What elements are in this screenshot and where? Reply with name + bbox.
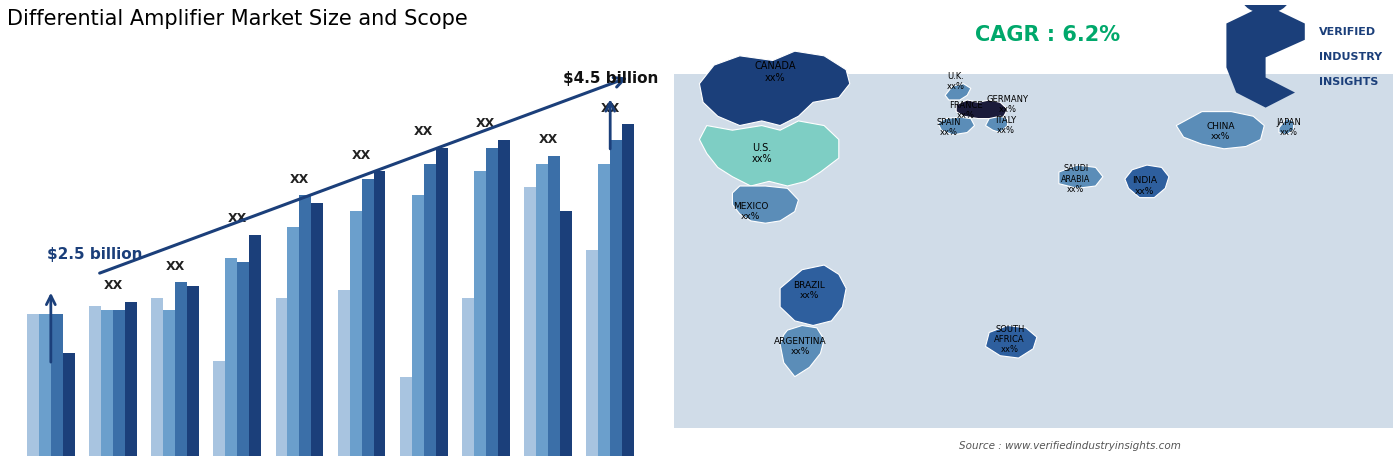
Bar <box>113 310 125 456</box>
Bar <box>188 286 199 456</box>
Text: BRAZIL
xx%: BRAZIL xx% <box>794 281 826 300</box>
Bar <box>598 164 610 456</box>
Text: XX: XX <box>476 117 496 130</box>
Text: XX: XX <box>290 173 309 186</box>
Polygon shape <box>732 186 798 223</box>
Text: CHINA
xx%: CHINA xx% <box>1205 122 1235 140</box>
Bar <box>547 156 560 456</box>
Text: U.K.
xx%: U.K. xx% <box>948 72 965 91</box>
Text: JAPAN
xx%: JAPAN xx% <box>1275 119 1301 137</box>
Bar <box>462 298 475 456</box>
Bar <box>435 148 448 456</box>
Text: XX: XX <box>165 259 185 272</box>
Bar <box>287 227 300 456</box>
Polygon shape <box>1280 119 1294 135</box>
Bar <box>337 290 350 456</box>
Text: INDUSTRY: INDUSTRY <box>1319 53 1382 62</box>
Text: U.S.
xx%: U.S. xx% <box>752 143 771 164</box>
Polygon shape <box>1058 165 1103 188</box>
Bar <box>311 203 323 456</box>
Bar <box>374 172 385 456</box>
Bar <box>486 148 498 456</box>
Bar <box>213 361 225 456</box>
Bar <box>50 313 63 456</box>
Text: ITALY
xx%: ITALY xx% <box>995 116 1016 135</box>
Bar <box>536 164 547 456</box>
Bar <box>424 164 435 456</box>
Text: FRANCE
xx%: FRANCE xx% <box>949 101 983 120</box>
Bar <box>587 250 598 456</box>
Polygon shape <box>1176 112 1264 149</box>
Bar <box>300 195 311 456</box>
Bar <box>610 140 622 456</box>
Polygon shape <box>945 84 970 100</box>
Bar <box>249 235 262 456</box>
Text: SAUDI
ARABIA
xx%: SAUDI ARABIA xx% <box>1061 165 1091 193</box>
Bar <box>475 172 486 456</box>
Bar <box>151 298 164 456</box>
Bar <box>524 187 536 456</box>
Text: XX: XX <box>539 133 557 146</box>
Bar <box>39 313 50 456</box>
Text: INSIGHTS: INSIGHTS <box>1319 78 1378 87</box>
Polygon shape <box>1226 5 1305 107</box>
Bar <box>560 211 573 456</box>
Bar <box>412 195 424 456</box>
Bar <box>125 302 137 456</box>
Text: XX: XX <box>601 101 620 114</box>
Bar <box>27 313 39 456</box>
Text: VERIFIED: VERIFIED <box>1319 27 1376 37</box>
Text: CAGR : 6.2%: CAGR : 6.2% <box>976 25 1120 45</box>
Text: XX: XX <box>228 212 246 225</box>
Text: INDIA
xx%: INDIA xx% <box>1133 177 1158 195</box>
Polygon shape <box>986 116 1008 133</box>
Bar <box>400 377 412 456</box>
Text: CANADA
xx%: CANADA xx% <box>755 61 795 83</box>
Polygon shape <box>986 326 1037 358</box>
Text: Differential Amplifier Market Size and Scope: Differential Amplifier Market Size and S… <box>7 9 468 29</box>
Polygon shape <box>780 326 825 377</box>
Text: ARGENTINA
xx%: ARGENTINA xx% <box>774 337 827 356</box>
Bar <box>101 310 113 456</box>
Text: SPAIN
xx%: SPAIN xx% <box>937 119 960 137</box>
Bar <box>498 140 510 456</box>
Text: $2.5 billion: $2.5 billion <box>46 247 143 262</box>
Text: XX: XX <box>104 279 123 292</box>
Bar <box>63 353 74 456</box>
Bar <box>350 211 361 456</box>
Polygon shape <box>700 121 839 186</box>
Text: XX: XX <box>351 149 371 162</box>
Bar <box>225 258 237 456</box>
Polygon shape <box>700 51 850 126</box>
Text: XX: XX <box>414 125 434 138</box>
Text: SOUTH
AFRICA
xx%: SOUTH AFRICA xx% <box>994 325 1025 354</box>
Bar <box>175 282 188 456</box>
Bar <box>361 179 374 456</box>
Polygon shape <box>938 117 974 135</box>
Bar <box>90 306 101 456</box>
Polygon shape <box>1126 165 1169 198</box>
Bar <box>164 310 175 456</box>
Bar <box>622 124 634 456</box>
Polygon shape <box>956 100 1008 119</box>
Bar <box>237 262 249 456</box>
Bar <box>276 298 287 456</box>
Text: MEXICO
xx%: MEXICO xx% <box>734 202 769 221</box>
Circle shape <box>1242 0 1289 13</box>
Text: Source : www.verifiedindustryinsights.com: Source : www.verifiedindustryinsights.co… <box>959 441 1180 451</box>
Text: $4.5 billion: $4.5 billion <box>563 71 658 86</box>
Bar <box>673 74 1393 428</box>
Text: GERMANY
xx%: GERMANY xx% <box>987 95 1029 114</box>
Polygon shape <box>780 265 846 325</box>
